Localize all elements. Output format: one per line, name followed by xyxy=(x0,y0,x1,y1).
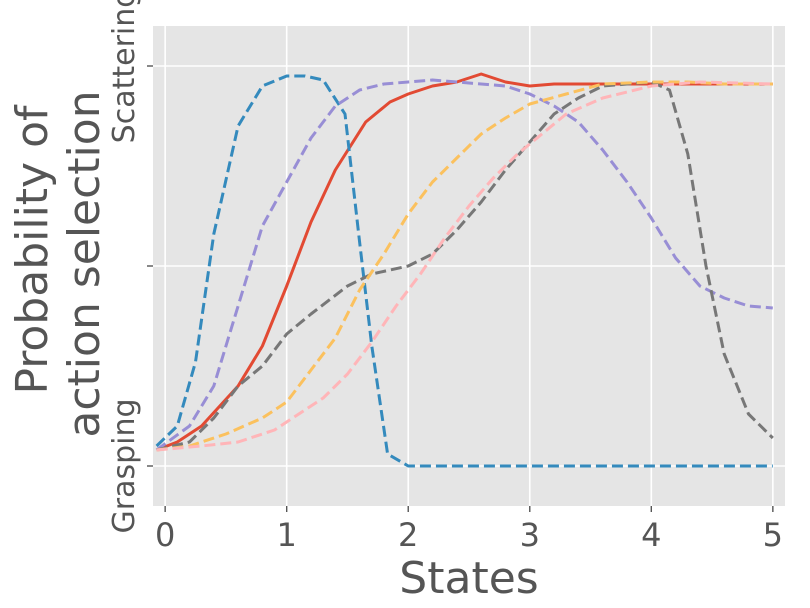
x-tick-label: 3 xyxy=(520,516,540,554)
tick-labels: 0 1 2 3 4 5 Grasping Scattering xyxy=(107,0,783,554)
tick-marks xyxy=(147,65,774,512)
y-axis-label-line-1: Probability of xyxy=(7,104,58,394)
series-line-5 xyxy=(156,80,773,452)
x-tick-label: 5 xyxy=(763,516,783,554)
x-tick-label: 0 xyxy=(155,516,175,554)
series-line-2 xyxy=(155,74,773,468)
x-tick-label: 1 xyxy=(277,516,297,554)
y-axis-label-line-2: action selection xyxy=(59,90,110,437)
x-tick-label: 2 xyxy=(398,516,418,554)
series-line-4 xyxy=(156,80,774,452)
series-lines xyxy=(155,72,774,468)
series-line-3 xyxy=(155,78,773,452)
series-line-6 xyxy=(156,80,773,452)
y-tick-label: Scattering xyxy=(107,0,142,143)
y-tick-label: Grasping xyxy=(107,398,142,533)
series-line-1 xyxy=(156,72,773,452)
x-tick-label: 4 xyxy=(641,516,661,554)
x-axis-label: States xyxy=(399,553,538,604)
